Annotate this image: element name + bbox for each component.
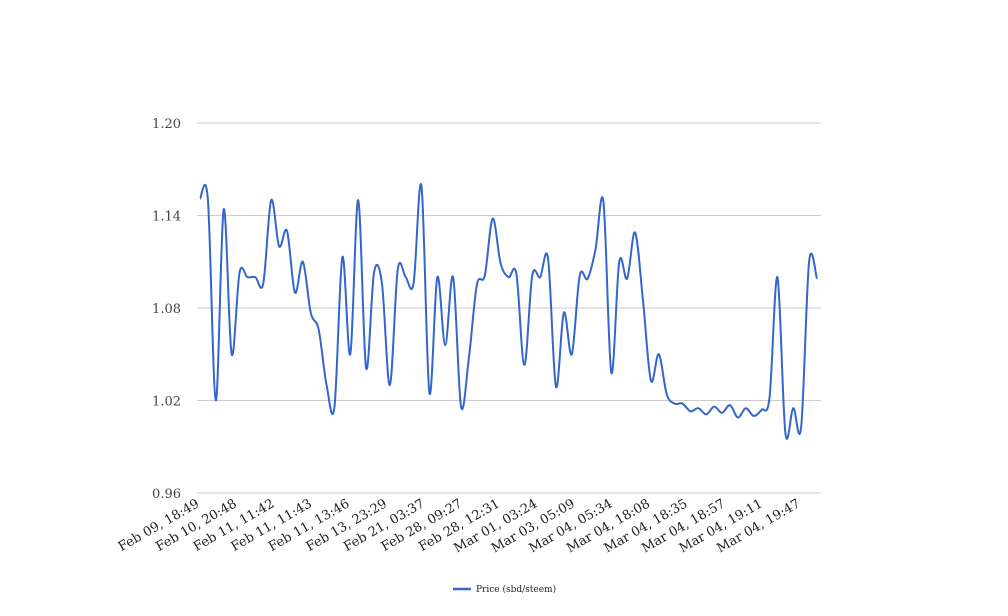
legend: Price (sbd/steem) <box>453 584 556 595</box>
y-tick-label: 0.96 <box>152 487 181 502</box>
y-tick-label: 1.08 <box>152 302 181 317</box>
series-line-price <box>199 182 818 440</box>
legend-label: Price (sbd/steem) <box>476 584 556 595</box>
y-tick-label: 1.20 <box>152 117 181 132</box>
y-axis-ticks: 0.96 1.02 1.08 1.14 1.20 <box>152 117 181 502</box>
gridlines <box>197 122 821 494</box>
y-tick-label: 1.02 <box>152 395 181 410</box>
y-tick-label: 1.14 <box>152 210 181 225</box>
